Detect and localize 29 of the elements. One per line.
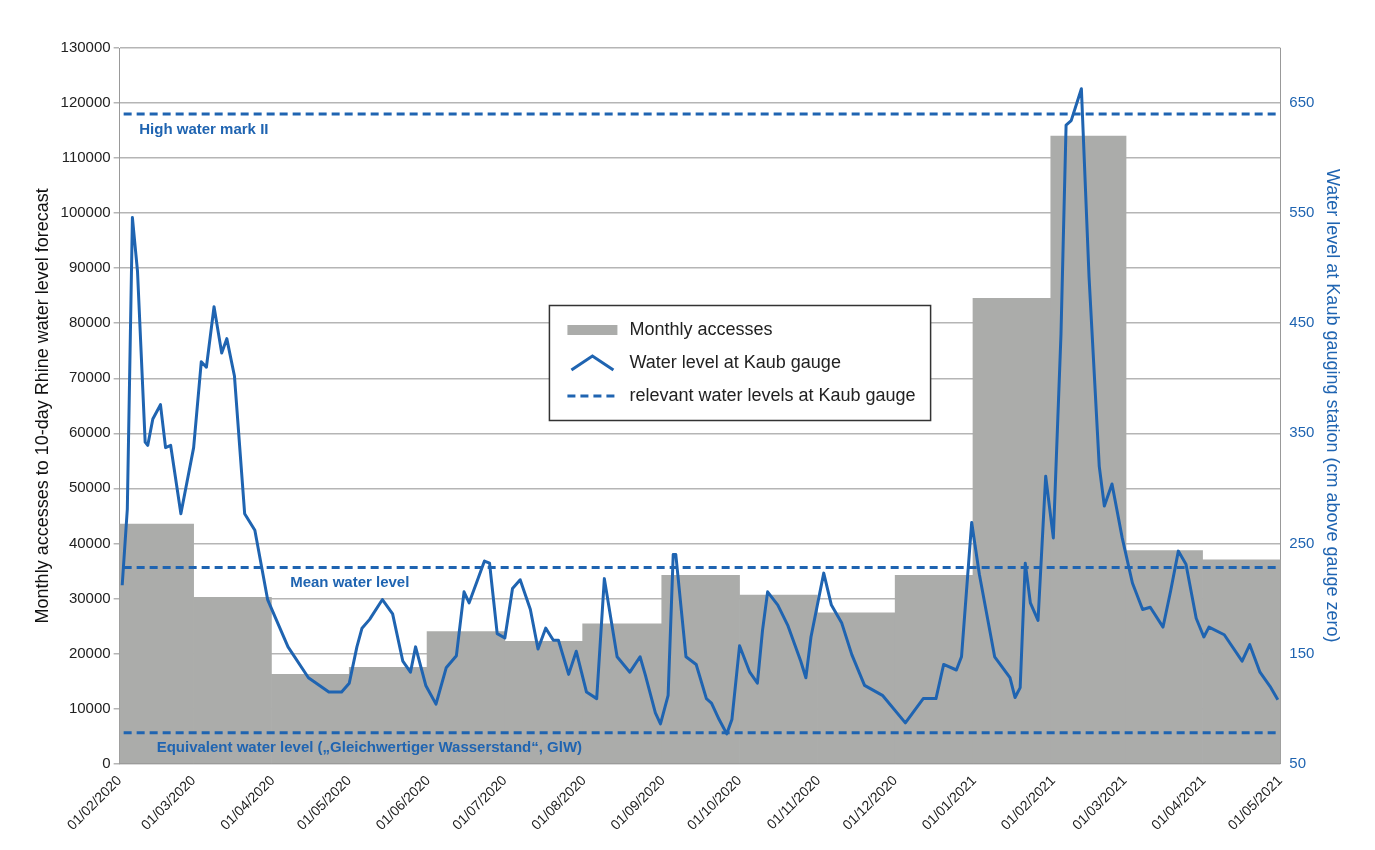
y-tick-label: 130000 — [60, 38, 111, 56]
y-tick-label: 70000 — [68, 368, 111, 386]
y-tick-label: 120000 — [60, 93, 111, 111]
y-tick-label: 0 — [102, 753, 111, 771]
y-tick-label: 10000 — [68, 698, 111, 716]
y-axis-title: Monthly accesses to 10-day Rhine water level forecast — [31, 188, 52, 624]
legend-label: Monthly accesses — [629, 319, 773, 340]
y2-tick-label: 450 — [1289, 313, 1315, 331]
y2-tick-label: 350 — [1289, 423, 1315, 441]
y-tick-label: 80000 — [68, 313, 111, 331]
y2-tick-label: 650 — [1289, 93, 1315, 111]
y-tick-label: 50000 — [68, 478, 111, 496]
y-tick-label: 100000 — [60, 203, 111, 221]
y2-tick-label: 250 — [1289, 533, 1315, 551]
annotation: relevant water levels at Kaub gauge — [629, 385, 916, 406]
ref-line-label: Mean water level — [290, 573, 410, 591]
y2-tick-label: 150 — [1289, 643, 1315, 661]
y-tick-label: 40000 — [68, 533, 111, 551]
y2-tick-label: 50 — [1289, 753, 1307, 771]
y-tick-label: 60000 — [68, 423, 111, 441]
y2-axis-title: Water level at Kaub gauging station (cm above gauge zero) — [1323, 168, 1344, 643]
y-tick-label: 110000 — [61, 148, 111, 166]
ref-line-label: High water mark II — [139, 119, 269, 137]
legend-label: Water level at Kaub gauge — [629, 352, 841, 373]
y-tick-label: 30000 — [68, 588, 111, 606]
y-tick-label: 90000 — [68, 258, 111, 276]
y-tick-label: 20000 — [68, 643, 111, 661]
ref-line-label: Equivalent water level („Gleichwertiger Wasserstand“, GlW) — [156, 738, 583, 756]
y2-tick-label: 550 — [1289, 203, 1315, 221]
